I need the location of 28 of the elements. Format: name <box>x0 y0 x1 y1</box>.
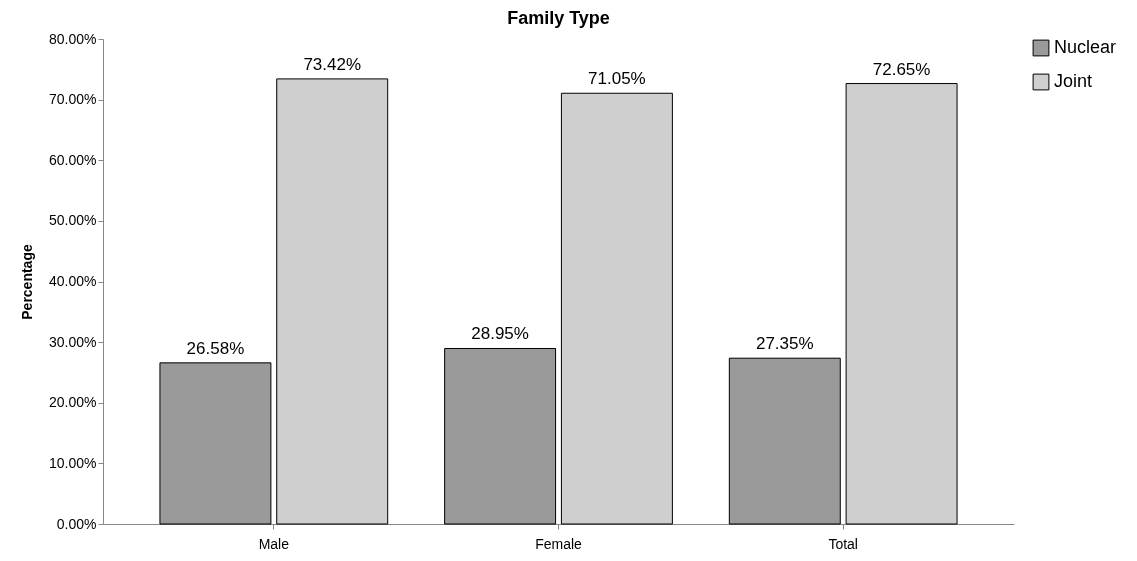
data-label: 26.58% <box>186 338 245 358</box>
data-label: 73.42% <box>303 54 362 74</box>
y-tick-label: 60.00% <box>49 151 97 168</box>
y-tick-label: 30.00% <box>49 333 97 350</box>
y-tick-label: 70.00% <box>49 91 97 108</box>
y-tick-label: 80.00% <box>49 30 97 47</box>
legend-label: Nuclear <box>1054 37 1117 57</box>
y-tick-label: 40.00% <box>49 273 97 289</box>
y-tick-label: 10.00% <box>49 454 97 471</box>
y-tick-label: 0.00% <box>56 515 97 532</box>
bar <box>276 78 389 525</box>
y-axis-title: Percentage <box>19 244 36 320</box>
chart-title: Family Type <box>507 8 610 28</box>
data-label: 71.05% <box>588 69 646 89</box>
bar <box>444 347 557 525</box>
bar <box>159 362 272 525</box>
legend-label: Joint <box>1054 71 1093 91</box>
data-label: 72.65% <box>872 59 931 79</box>
bar <box>845 83 958 525</box>
y-tick-label: 50.00% <box>49 212 97 229</box>
x-tick-label: Female <box>535 535 583 552</box>
bar <box>560 92 673 525</box>
y-tick-label: 20.00% <box>49 394 97 411</box>
data-label: 27.35% <box>755 334 814 354</box>
bar <box>728 357 841 525</box>
x-tick-label: Male <box>258 535 290 552</box>
data-label: 28.95% <box>471 324 529 344</box>
x-tick-label: Total <box>828 535 858 552</box>
